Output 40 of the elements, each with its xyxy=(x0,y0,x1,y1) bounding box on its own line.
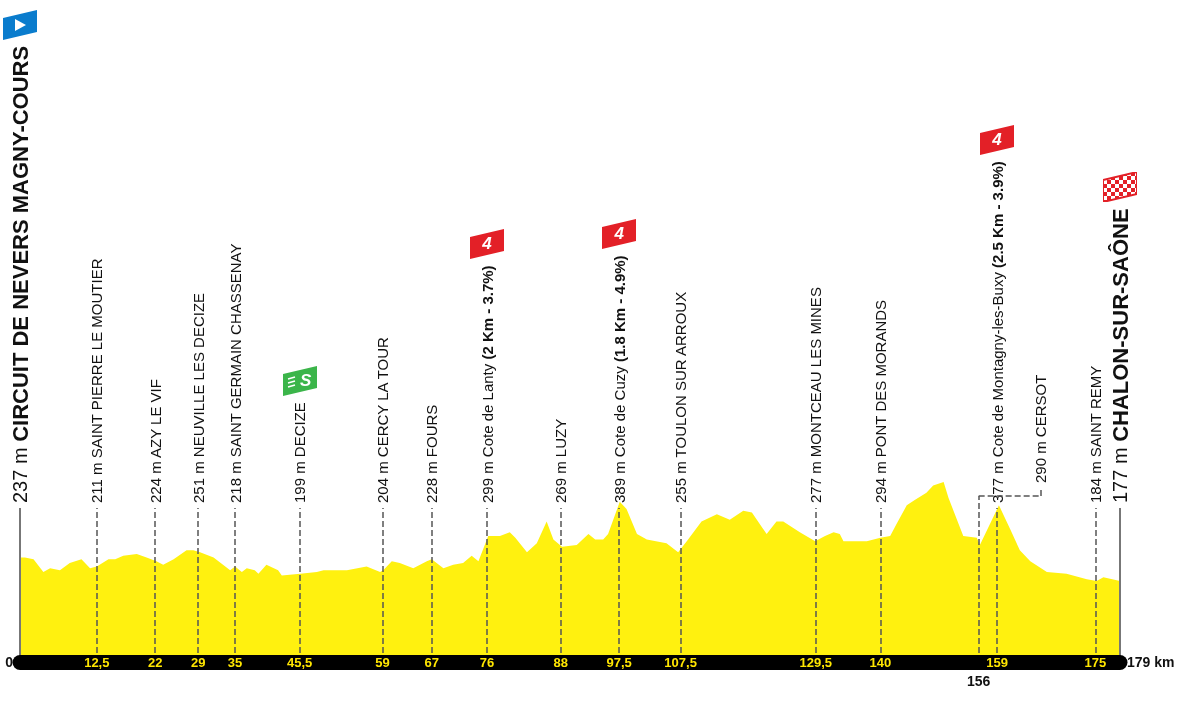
ref-line-label: 277 m MONTCEAU LES MINES xyxy=(807,287,825,503)
x-tick-label: 12,5 xyxy=(84,655,110,670)
text: 4 xyxy=(613,224,625,245)
annotation: 0 xyxy=(5,654,14,670)
text: 4 xyxy=(991,130,1003,151)
ref-line-label: 290 m CERSOT xyxy=(1032,374,1050,483)
x-tick-label: 29 xyxy=(190,655,206,670)
x-tick-label: 97,5 xyxy=(606,655,632,670)
ref-line-label: 389 m Cote de Cuzy (1.8 Km - 4.9%) xyxy=(610,255,628,503)
x-tick-label: 175 xyxy=(1084,655,1107,670)
ref-line-label: 204 m CERCY LA TOUR xyxy=(374,336,392,503)
x-tick-label: 88 xyxy=(553,655,569,670)
x-tick-label: 129,5 xyxy=(799,655,833,670)
ref-line-label: 177 m CHALON-SUR-SAÔNE xyxy=(1107,208,1133,503)
ref-line-label: 377 m Cote de Montagny-les-Buxy (2.5 Km - 3.9%) xyxy=(988,161,1006,503)
ref-line-label: 294 m PONT DES MORANDS xyxy=(871,299,889,503)
ref-line-label: 228 m FOURS xyxy=(423,404,441,503)
x-tick-label: 140 xyxy=(869,655,892,670)
text: 4 xyxy=(481,234,493,255)
ref-line-label: 224 m AZY LE VIF xyxy=(146,379,164,503)
ref-line-label: 218 m SAINT GERMAIN CHASSENAY xyxy=(226,243,244,503)
ref-line-label: 211 m SAINT PIERRE LE MOUTIER xyxy=(88,258,106,503)
x-tick-label: 107,5 xyxy=(664,655,697,670)
x-tick-label: 22 xyxy=(147,655,163,670)
x-tick-label: 67 xyxy=(424,655,439,670)
x-tick-label: 159 xyxy=(986,655,1008,670)
text: S xyxy=(298,371,313,392)
ref-line-label: 237 m CIRCUIT DE NEVERS MAGNY-COURS xyxy=(7,45,33,503)
ref-line-label: 269 m LUZY xyxy=(552,418,570,503)
x-tick-label: 59 xyxy=(375,655,390,670)
x-tick-label: 35 xyxy=(227,655,243,670)
ref-line-label: 199 m DECIZE xyxy=(291,402,309,503)
ref-line-label: 184 m SAINT REMY xyxy=(1086,365,1104,503)
ref-line-label: 251 m NEUVILLE LES DECIZE xyxy=(189,292,207,503)
ref-line-label: 299 m Cote de Lanty (2 Km - 3.7%) xyxy=(478,265,496,503)
x-tick-label: 45,5 xyxy=(286,655,313,670)
x-tick-label: 76 xyxy=(479,655,495,670)
annotation: 156 xyxy=(966,673,991,689)
ref-line-label: 255 m TOULON SUR ARROUX xyxy=(672,291,690,503)
annotation: 179 km xyxy=(1127,654,1175,670)
